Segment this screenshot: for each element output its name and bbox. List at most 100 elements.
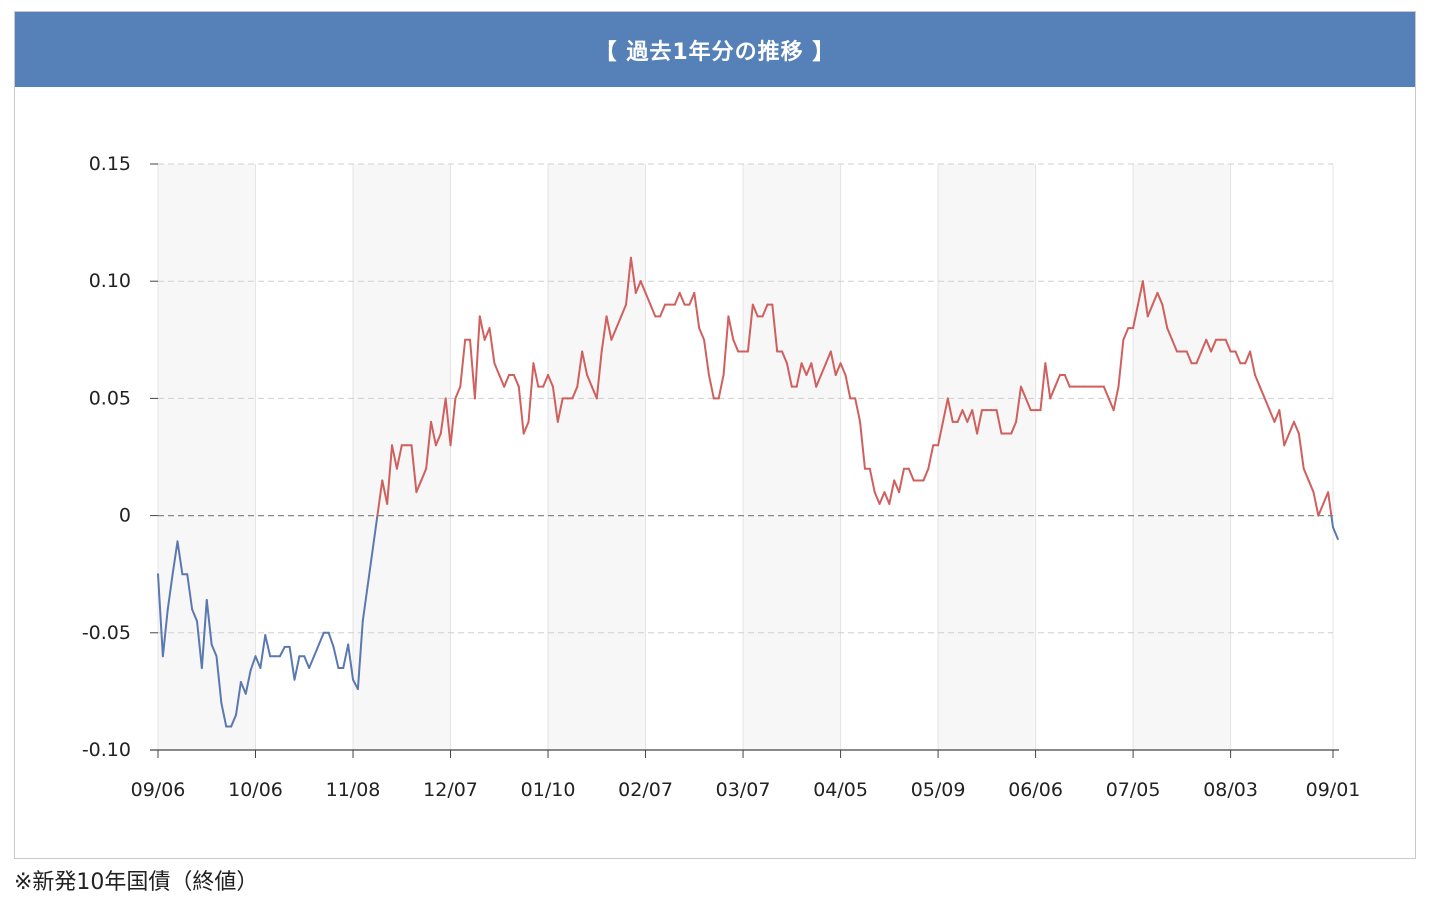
series-segment bbox=[600, 315, 608, 353]
series-segment bbox=[1317, 502, 1325, 517]
x-tick-label: 05/09 bbox=[911, 779, 966, 801]
series-segment bbox=[551, 385, 559, 423]
series-segment bbox=[824, 350, 832, 365]
series-segment bbox=[434, 432, 442, 447]
series-segment bbox=[1330, 515, 1334, 528]
series-segment bbox=[820, 362, 827, 376]
series-segment bbox=[771, 303, 779, 353]
series-segment bbox=[927, 444, 935, 470]
series-segment bbox=[576, 350, 584, 388]
plot-band bbox=[938, 164, 1036, 750]
series-segment bbox=[639, 280, 647, 294]
series-segment bbox=[854, 397, 862, 423]
series-segment bbox=[191, 608, 199, 623]
series-segment bbox=[1102, 385, 1110, 400]
plot-band bbox=[548, 164, 646, 750]
series-segment bbox=[620, 303, 628, 318]
series-segment bbox=[703, 338, 710, 376]
series-segment bbox=[1244, 350, 1252, 365]
series-segment bbox=[946, 397, 954, 423]
series-segment bbox=[898, 467, 905, 494]
series-segment bbox=[1234, 350, 1242, 365]
series-segment bbox=[649, 303, 657, 318]
series-segment bbox=[1224, 338, 1232, 353]
series-segment bbox=[810, 362, 818, 388]
series-segment bbox=[1044, 362, 1052, 400]
series-segment bbox=[547, 373, 554, 388]
series-segment bbox=[361, 584, 369, 623]
series-segment bbox=[707, 373, 715, 400]
series-segment bbox=[1107, 397, 1115, 412]
series-segment bbox=[454, 385, 462, 400]
series-segment bbox=[1136, 280, 1144, 306]
series-segment bbox=[586, 373, 593, 388]
x-tick-label: 11/08 bbox=[326, 779, 381, 801]
y-tick-label: 0 bbox=[119, 505, 131, 527]
series-segment bbox=[391, 444, 398, 470]
series-segment bbox=[659, 303, 667, 318]
series-segment bbox=[722, 315, 730, 376]
series-segment bbox=[166, 573, 174, 611]
series-segment bbox=[634, 280, 642, 294]
series-segment bbox=[1049, 385, 1057, 400]
series-segment bbox=[590, 385, 598, 400]
series-segment bbox=[1117, 338, 1125, 388]
plot-band bbox=[1133, 164, 1231, 750]
series-segment bbox=[1253, 373, 1261, 388]
series-segment bbox=[186, 573, 194, 611]
series-segment bbox=[995, 409, 1003, 435]
series-segment bbox=[717, 373, 725, 400]
series-segment bbox=[1302, 467, 1310, 482]
x-tick-label: 07/05 bbox=[1106, 779, 1161, 801]
y-tick-label: 0.05 bbox=[89, 387, 131, 409]
series-segment bbox=[1312, 491, 1320, 517]
series-segment bbox=[386, 444, 394, 505]
series-segment bbox=[1185, 350, 1193, 365]
series-segment bbox=[259, 634, 267, 669]
series-segment bbox=[1195, 350, 1203, 365]
series-segment bbox=[415, 479, 423, 494]
series-segment bbox=[444, 397, 452, 447]
series-segment bbox=[449, 397, 457, 447]
series-segment bbox=[888, 479, 896, 505]
series-segment bbox=[473, 315, 481, 400]
x-tick-label: 04/05 bbox=[813, 779, 868, 801]
series-segment bbox=[1161, 303, 1169, 330]
series-segment bbox=[430, 420, 437, 447]
x-tick-label: 09/01 bbox=[1306, 779, 1361, 801]
series-segment bbox=[356, 620, 364, 691]
series-segment bbox=[615, 315, 623, 330]
series-segment bbox=[1132, 303, 1139, 330]
series-segment bbox=[410, 444, 418, 494]
series-segment bbox=[1166, 327, 1174, 341]
series-segment bbox=[503, 373, 511, 388]
x-tick-label: 06/06 bbox=[1008, 779, 1063, 801]
y-tick-label: 0.10 bbox=[89, 270, 131, 292]
series-segment bbox=[673, 291, 681, 306]
series-segment bbox=[976, 409, 983, 435]
plot-band bbox=[158, 164, 256, 750]
series-segment bbox=[844, 373, 852, 400]
series-segment bbox=[327, 631, 335, 648]
series-segment bbox=[839, 362, 847, 376]
series-segment bbox=[215, 655, 223, 705]
series-segment bbox=[556, 397, 564, 423]
series-segment bbox=[205, 598, 213, 646]
series-segment bbox=[1258, 385, 1266, 400]
series-segment bbox=[171, 540, 179, 576]
series-segment bbox=[1332, 526, 1339, 541]
series-segment bbox=[381, 479, 389, 505]
series-segment bbox=[157, 573, 164, 658]
plot-band bbox=[353, 164, 451, 750]
series-segment bbox=[317, 631, 325, 646]
x-tick-label: 10/06 bbox=[228, 779, 283, 801]
series-segment bbox=[1283, 432, 1291, 447]
x-tick-label: 12/07 bbox=[423, 779, 478, 801]
series-segment bbox=[795, 362, 803, 388]
series-segment bbox=[1146, 303, 1154, 318]
series-segment bbox=[1205, 338, 1213, 353]
series-segment bbox=[751, 303, 759, 318]
series-segment bbox=[347, 643, 355, 681]
series-segment bbox=[693, 291, 701, 330]
